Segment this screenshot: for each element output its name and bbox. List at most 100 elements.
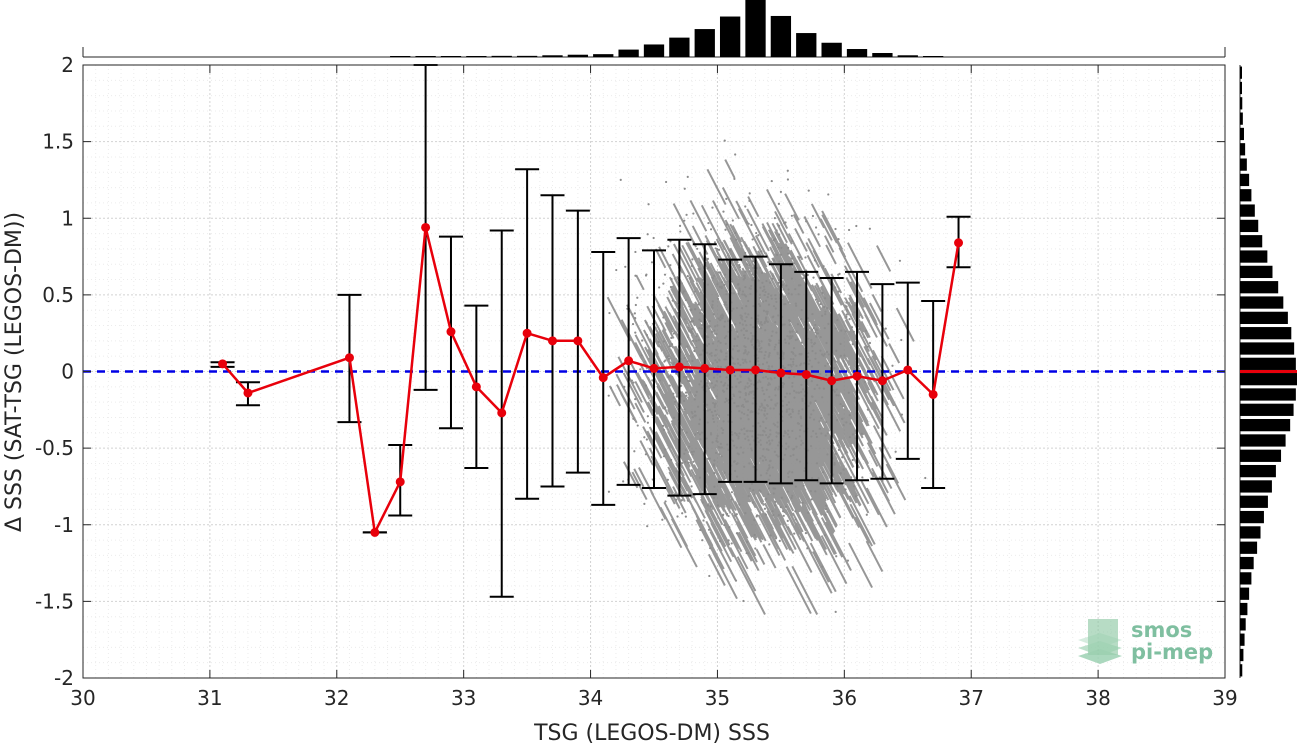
right-histogram-bar <box>1240 419 1291 432</box>
scatter-point <box>759 434 762 437</box>
scatter-point <box>726 319 730 323</box>
scatter-point <box>794 288 797 291</box>
scatter-point <box>818 420 821 423</box>
scatter-point <box>682 399 686 403</box>
scatter-point <box>762 285 766 288</box>
right-histogram-bar <box>1240 587 1250 600</box>
scatter-point <box>777 385 780 388</box>
scatter-point <box>741 293 744 296</box>
scatter-point <box>775 300 778 304</box>
scatter-point <box>810 476 814 480</box>
y-tick-label: 1 <box>61 206 74 230</box>
scatter-point <box>679 342 683 345</box>
scatter-point <box>688 328 691 332</box>
scatter-point <box>729 249 732 252</box>
scatter-point <box>801 408 804 411</box>
x-tick-label: 38 <box>1085 686 1110 710</box>
scatter-point <box>698 418 701 421</box>
scatter-point <box>645 321 648 324</box>
scatter-point <box>691 412 694 415</box>
scatter-point <box>788 319 791 322</box>
scatter-point <box>731 433 734 436</box>
scatter-point <box>777 233 781 236</box>
scatter-point <box>747 408 750 412</box>
scatter-point <box>776 421 779 424</box>
scatter-point <box>725 306 729 309</box>
scatter-point <box>711 300 714 303</box>
scatter-point <box>765 417 768 420</box>
scatter-point <box>762 393 766 396</box>
scatter-point <box>736 335 739 338</box>
scatter-point <box>713 465 716 468</box>
scatter-point <box>615 268 618 272</box>
scatter-point <box>710 410 713 414</box>
scatter-point <box>738 390 741 393</box>
right-histogram-bar <box>1240 403 1294 416</box>
scatter-point <box>790 277 793 280</box>
scatter-point <box>738 321 742 325</box>
scatter-point <box>862 358 865 361</box>
right-histogram-bar <box>1240 357 1296 370</box>
scatter-point <box>843 354 846 357</box>
x-tick-label: 35 <box>705 686 730 710</box>
scatter-point <box>810 380 813 383</box>
scatter-point <box>651 379 654 382</box>
scatter-point <box>769 534 772 537</box>
scatter-point <box>757 314 760 317</box>
scatter-point <box>839 472 842 475</box>
scatter-point <box>898 259 902 262</box>
scatter-point <box>691 359 694 363</box>
scatter-point <box>737 290 740 293</box>
scatter-point <box>817 233 820 236</box>
scatter-point <box>808 359 811 362</box>
scatter-point <box>781 323 784 326</box>
scatter-point <box>817 361 820 364</box>
scatter-point <box>808 416 812 419</box>
scatter-point <box>806 355 810 359</box>
scatter-point <box>775 454 778 457</box>
scatter-point <box>924 476 927 480</box>
scatter-point <box>821 291 824 295</box>
scatter-point <box>743 427 746 430</box>
scatter-point <box>759 327 763 330</box>
scatter-point <box>766 412 769 416</box>
scatter-point <box>767 303 771 306</box>
scatter-point <box>788 264 792 267</box>
scatter-point <box>814 298 818 301</box>
scatter-point <box>725 387 729 390</box>
scatter-point <box>724 228 727 231</box>
scatter-point <box>706 267 709 270</box>
scatter-point <box>751 435 754 438</box>
mean-marker <box>344 353 354 363</box>
scatter-point <box>717 340 720 343</box>
scatter-point <box>745 329 748 332</box>
scatter-point <box>730 498 734 501</box>
scatter-point <box>791 360 795 363</box>
scatter-point <box>803 274 806 277</box>
scatter-point <box>785 284 788 287</box>
scatter-point <box>801 397 804 400</box>
scatter-point <box>747 377 750 380</box>
scatter-point <box>761 363 765 366</box>
scatter-point <box>669 285 673 289</box>
scatter-point <box>824 434 827 437</box>
scatter-point <box>698 311 702 314</box>
scatter-point <box>738 410 741 413</box>
scatter-point <box>690 264 694 268</box>
scatter-point <box>659 388 662 391</box>
scatter-point <box>754 547 757 550</box>
scatter-point <box>749 429 752 433</box>
scatter-point <box>744 359 747 363</box>
scatter-point <box>791 257 794 260</box>
scatter-point <box>643 502 646 506</box>
scatter-point <box>793 389 796 393</box>
mean-marker <box>903 365 913 375</box>
scatter-point <box>807 404 810 408</box>
scatter-point <box>634 331 637 334</box>
scatter-point <box>774 403 777 406</box>
scatter-point <box>737 437 740 440</box>
scatter-point <box>769 429 772 432</box>
scatter-point <box>791 410 794 413</box>
scatter-point <box>761 389 764 392</box>
scatter-point <box>852 481 855 484</box>
